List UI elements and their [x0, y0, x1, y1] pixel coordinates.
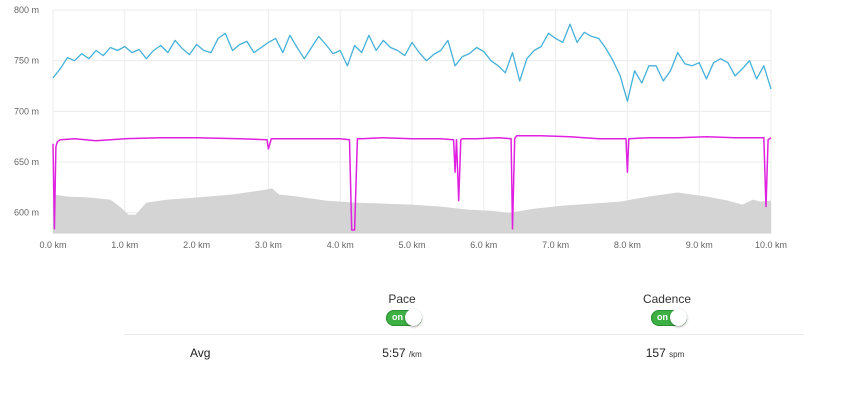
x-tick-label: 6.0 km: [470, 240, 497, 250]
pace-line: [52, 23, 772, 102]
y-tick-label: 750 m: [14, 56, 39, 66]
toggle-knob: [670, 309, 687, 326]
pace-toggle[interactable]: on: [386, 309, 422, 326]
pace-avg-unit: /km: [408, 350, 422, 359]
pace-avg-number: 5:57: [382, 346, 406, 360]
cadence-avg-number: 157: [645, 346, 666, 360]
cadence-line: [52, 134, 772, 231]
x-tick-label: 10.0 km: [755, 240, 787, 250]
x-tick-label: 9.0 km: [686, 240, 713, 250]
stats-divider: [124, 334, 804, 335]
x-tick-label: 3.0 km: [255, 240, 282, 250]
cadence-toggle-label: on: [657, 312, 668, 322]
avg-row-label: Avg: [190, 346, 211, 360]
x-tick-label: 8.0 km: [614, 240, 641, 250]
elevation-area: [53, 188, 771, 233]
cadence-avg-value: 157 spm: [605, 346, 725, 360]
pace-avg-value: 5:57 /km: [342, 346, 462, 360]
y-tick-label: 700 m: [14, 106, 39, 116]
x-tick-label: 0.0 km: [39, 240, 66, 250]
cadence-column-title: Cadence: [642, 292, 692, 306]
x-tick-label: 7.0 km: [542, 240, 569, 250]
pace-column-title: Pace: [388, 292, 416, 306]
y-tick-label: 800 m: [14, 5, 39, 15]
x-tick-label: 4.0 km: [327, 240, 354, 250]
y-tick-label: 600 m: [14, 208, 39, 218]
x-tick-label: 1.0 km: [111, 240, 138, 250]
pace-cadence-elevation-chart: 800 m 750 m 700 m 650 m 600 m 0.0 km 1.0 km 2.0…: [14, 5, 787, 250]
pace-toggle-label: on: [392, 312, 403, 322]
x-tick-label: 2.0 km: [183, 240, 210, 250]
y-tick-label: 650 m: [14, 157, 39, 167]
cadence-avg-unit: spm: [669, 350, 685, 359]
cadence-toggle[interactable]: on: [651, 309, 687, 326]
toggle-knob: [405, 309, 422, 326]
x-tick-label: 5.0 km: [398, 240, 425, 250]
